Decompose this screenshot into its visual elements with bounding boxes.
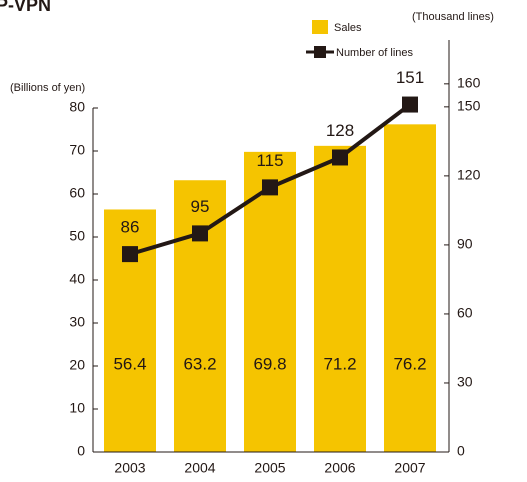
bar-value-label: 71.2 xyxy=(323,354,356,373)
y2-tick-label: 120 xyxy=(457,167,481,183)
bar-value-label: 56.4 xyxy=(113,354,146,373)
line-value-label: 151 xyxy=(396,68,424,87)
y-tick-label: 80 xyxy=(69,99,85,115)
y-axis-label: (Billions of yen) xyxy=(10,82,85,94)
x-tick-label: 2003 xyxy=(114,460,145,476)
legend-label: Sales xyxy=(334,22,362,34)
x-tick-label: 2007 xyxy=(394,460,425,476)
x-tick-label: 2005 xyxy=(254,460,285,476)
x-tick-label: 2004 xyxy=(184,460,215,476)
bar xyxy=(244,151,296,453)
bar xyxy=(384,124,436,452)
y2-tick-label: 150 xyxy=(457,98,481,114)
bar-value-label: 76.2 xyxy=(393,354,426,373)
x-tick-label: 2006 xyxy=(324,460,355,476)
y-tick-label: 30 xyxy=(69,314,85,330)
bar xyxy=(104,209,156,452)
line-marker xyxy=(192,225,208,242)
chart-title: P-VPN xyxy=(0,0,51,15)
legend-marker xyxy=(314,46,326,58)
line-value-label: 86 xyxy=(121,218,140,237)
line-value-label: 95 xyxy=(191,197,210,216)
line-marker xyxy=(262,179,278,196)
y-tick-label: 0 xyxy=(77,443,85,459)
y2-tick-label: 0 xyxy=(457,443,465,459)
y-tick-label: 60 xyxy=(69,185,85,201)
line-marker xyxy=(402,96,418,113)
y-tick-label: 50 xyxy=(69,228,85,244)
y2-tick-label: 90 xyxy=(457,236,473,252)
y2-tick-label: 60 xyxy=(457,305,473,321)
y-tick-label: 20 xyxy=(69,357,85,373)
bar-value-label: 69.8 xyxy=(253,354,286,373)
bar xyxy=(314,145,366,452)
y-tick-label: 70 xyxy=(69,142,85,158)
line-marker xyxy=(122,246,138,263)
y-tick-label: 40 xyxy=(69,271,85,287)
y2-axis-label: (Thousand lines) xyxy=(412,11,494,23)
bar-value-label: 63.2 xyxy=(183,354,216,373)
y-tick-label: 10 xyxy=(69,400,85,416)
line-value-label: 128 xyxy=(326,121,354,140)
y2-tick-label: 160 xyxy=(457,75,481,91)
line-value-label: 115 xyxy=(256,151,283,170)
line-marker xyxy=(332,149,348,166)
legend-label: Number of lines xyxy=(336,47,414,59)
legend-swatch xyxy=(312,20,328,34)
y2-tick-label: 30 xyxy=(457,374,473,390)
